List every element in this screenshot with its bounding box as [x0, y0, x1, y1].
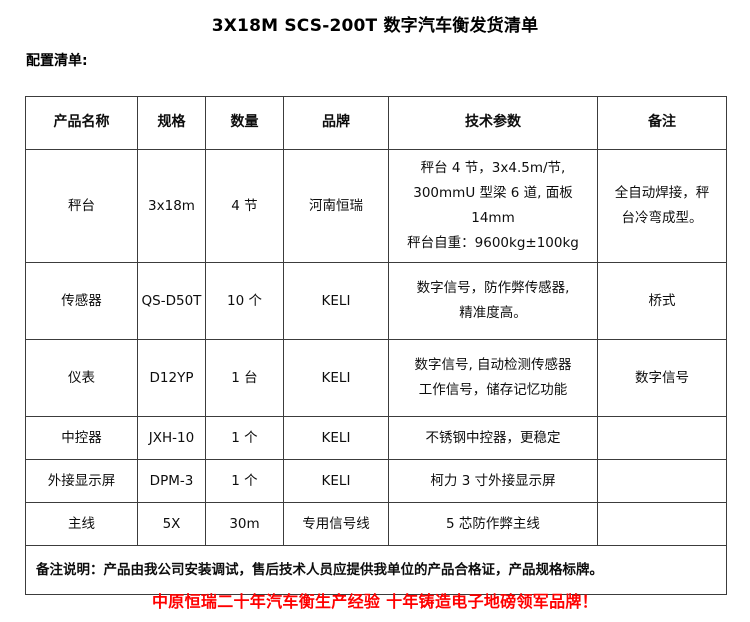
table-row: 主线 5X 30m 专用信号线 5 芯防作弊主线	[25, 502, 727, 546]
cell-tech-params: 不锈钢中控器，更稳定	[388, 416, 598, 460]
tech-param-line: 精准度高。	[459, 305, 527, 321]
cell-remark	[597, 416, 727, 460]
cell-tech-params: 柯力 3 寸外接显示屏	[388, 459, 598, 503]
cell-spec: DPM-3	[137, 459, 206, 503]
cell-tech-params: 数字信号，防作弊传感器, 精准度高。	[388, 262, 598, 340]
header-quantity: 数量	[205, 96, 284, 150]
specification-table: 产品名称 规格 数量 品牌 技术参数 备注 秤台 3x18m 4 节 河南恒瑞 …	[25, 96, 727, 595]
header-product-name: 产品名称	[25, 96, 138, 150]
cell-spec: D12YP	[137, 339, 206, 417]
cell-quantity: 1 个	[205, 459, 284, 503]
cell-quantity: 4 节	[205, 149, 284, 263]
cell-remark: 全自动焊接，秤 台冷弯成型。	[597, 149, 727, 263]
table-header-row: 产品名称 规格 数量 品牌 技术参数 备注	[25, 96, 727, 150]
cell-brand: 河南恒瑞	[283, 149, 389, 263]
cell-tech-params: 5 芯防作弊主线	[388, 502, 598, 546]
cell-quantity: 1 个	[205, 416, 284, 460]
cell-brand: 专用信号线	[283, 502, 389, 546]
tech-param-line: 工作信号，储存记忆功能	[418, 382, 568, 398]
cell-brand: KELI	[283, 339, 389, 417]
table-row: 传感器 QS-D50T 10 个 KELI 数字信号，防作弊传感器, 精准度高。…	[25, 262, 727, 340]
cell-spec: QS-D50T	[137, 262, 206, 340]
table-note-row: 备注说明：产品由我公司安装调试，售后技术人员应提供我单位的产品合格证，产品规格标…	[25, 545, 727, 595]
cell-product-name: 中控器	[25, 416, 138, 460]
cell-quantity: 30m	[205, 502, 284, 546]
cell-quantity: 10 个	[205, 262, 284, 340]
table-row: 仪表 D12YP 1 台 KELI 数字信号, 自动检测传感器 工作信号，储存记…	[25, 339, 727, 417]
cell-remark	[597, 459, 727, 503]
company-slogan: 中原恒瑞二十年汽车衡生产经验 十年铸造电子地磅领军品牌！	[152, 592, 598, 611]
cell-product-name: 主线	[25, 502, 138, 546]
tech-param-line: 秤台 4 节，3x4.5m/节,	[420, 160, 566, 177]
header-spec: 规格	[137, 96, 206, 150]
table-row: 秤台 3x18m 4 节 河南恒瑞 秤台 4 节，3x4.5m/节, 300mm…	[25, 149, 727, 263]
cell-tech-params: 秤台 4 节，3x4.5m/节, 300mmU 型梁 6 道, 面板 14mm …	[388, 149, 598, 263]
remark-line: 全自动焊接，秤	[614, 185, 710, 202]
header-tech-params: 技术参数	[388, 96, 598, 150]
cell-brand: KELI	[283, 416, 389, 460]
cell-product-name: 仪表	[25, 339, 138, 417]
tech-param-line: 数字信号，防作弊传感器,	[416, 280, 570, 297]
tech-param-line: 秤台自重：9600kg±100kg	[407, 234, 579, 251]
cell-spec: 5X	[137, 502, 206, 546]
cell-spec: 3x18m	[137, 149, 206, 263]
cell-brand: KELI	[283, 459, 389, 503]
cell-spec: JXH-10	[137, 416, 206, 460]
header-brand: 品牌	[283, 96, 389, 150]
note-text: 备注说明：产品由我公司安装调试，售后技术人员应提供我单位的产品合格证，产品规格标…	[25, 545, 727, 595]
remark-line: 台冷弯成型。	[621, 210, 703, 226]
tech-param-line: 数字信号, 自动检测传感器	[414, 357, 572, 374]
cell-remark: 桥式	[597, 262, 727, 340]
cell-product-name: 传感器	[25, 262, 138, 340]
cell-remark	[597, 502, 727, 546]
config-list-label: 配置清单:	[26, 53, 88, 69]
header-remark: 备注	[597, 96, 727, 150]
cell-brand: KELI	[283, 262, 389, 340]
cell-quantity: 1 台	[205, 339, 284, 417]
cell-remark: 数字信号	[597, 339, 727, 417]
page-title: 3X18M SCS-200T 数字汽车衡发货清单	[211, 16, 539, 36]
cell-product-name: 秤台	[25, 149, 138, 263]
table-row: 中控器 JXH-10 1 个 KELI 不锈钢中控器，更稳定	[25, 416, 727, 460]
cell-product-name: 外接显示屏	[25, 459, 138, 503]
tech-param-line: 300mmU 型梁 6 道, 面板 14mm	[413, 185, 573, 226]
cell-tech-params: 数字信号, 自动检测传感器 工作信号，储存记忆功能	[388, 339, 598, 417]
table-row: 外接显示屏 DPM-3 1 个 KELI 柯力 3 寸外接显示屏	[25, 459, 727, 503]
